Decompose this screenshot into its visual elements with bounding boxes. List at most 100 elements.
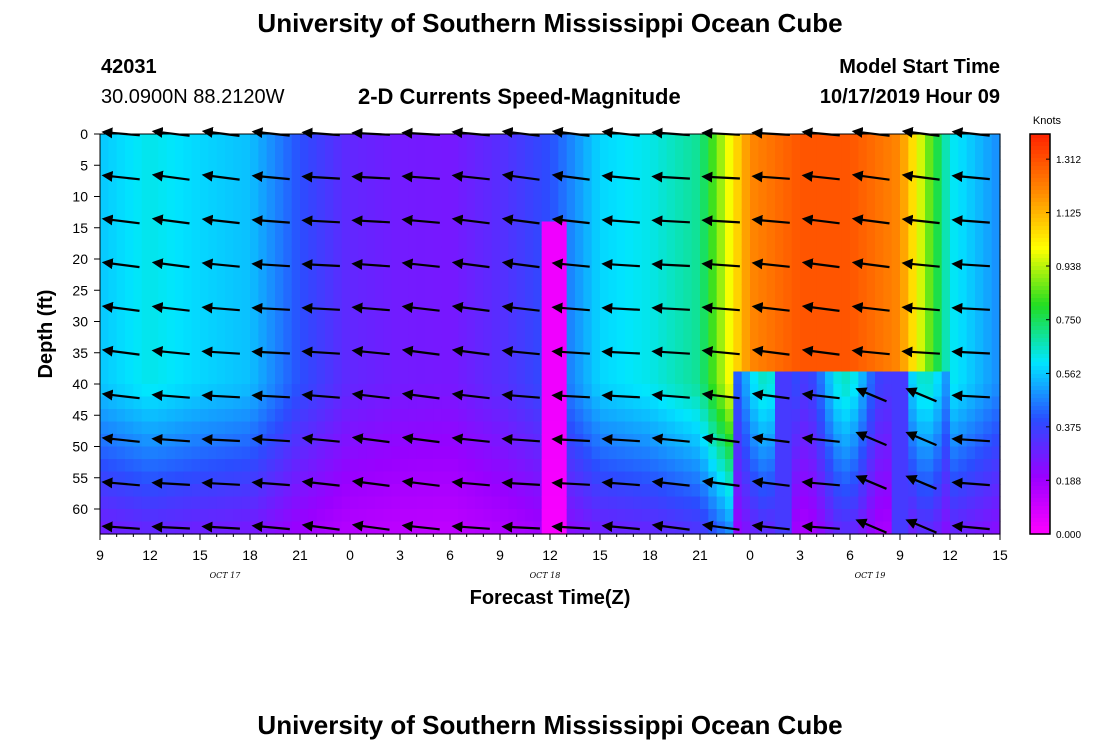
heatmap-cell	[391, 184, 401, 198]
heatmap-cell	[583, 234, 593, 248]
heatmap-cell	[850, 296, 859, 310]
heatmap-cell	[550, 221, 559, 235]
heatmap-cell	[691, 271, 701, 285]
heatmap-cell	[516, 134, 526, 148]
heatmap-cell	[650, 321, 659, 335]
heatmap-cell	[283, 321, 293, 335]
heatmap-cell	[808, 459, 818, 473]
colorbar-segment	[1030, 222, 1050, 227]
heatmap-cell	[966, 334, 976, 348]
heatmap-cell	[391, 321, 401, 335]
heatmap-cell	[150, 271, 159, 285]
heatmap-cell	[925, 246, 934, 260]
heatmap-cell	[391, 296, 401, 310]
heatmap-cell	[441, 134, 451, 148]
heatmap-cell	[933, 434, 943, 448]
heatmap-cell	[816, 246, 826, 260]
heatmap-cell	[833, 196, 843, 210]
heatmap-cell	[408, 434, 418, 448]
heatmap-cell	[725, 471, 734, 485]
x-tick-label: 15	[192, 547, 208, 563]
heatmap-cell	[675, 371, 684, 385]
heatmap-cell	[566, 209, 576, 223]
colorbar-segment	[1030, 430, 1050, 435]
heatmap-cell	[425, 459, 434, 473]
heatmap-cell	[941, 134, 951, 148]
heatmap-cell	[675, 196, 684, 210]
heatmap-cell	[225, 196, 234, 210]
heatmap-cell	[783, 459, 793, 473]
heatmap-cell	[941, 309, 951, 323]
heatmap-cell	[833, 321, 843, 335]
heatmap-cell	[441, 171, 451, 185]
colorbar-segment	[1030, 462, 1050, 467]
heatmap-cell	[800, 221, 809, 235]
current-vector	[701, 258, 740, 270]
colorbar-segment	[1030, 274, 1050, 279]
heatmap-cell	[558, 396, 568, 410]
heatmap-cell	[950, 171, 959, 185]
colorbar-segment	[1030, 482, 1050, 487]
heatmap-cell	[825, 221, 834, 235]
heatmap-cell	[775, 496, 784, 510]
colorbar-segment	[1030, 434, 1050, 439]
heatmap-cell	[341, 359, 351, 373]
heatmap-cell	[241, 246, 251, 260]
heatmap-cell	[700, 221, 709, 235]
heatmap-cell	[991, 459, 1001, 473]
heatmap-cell	[458, 334, 468, 348]
heatmap-cell	[258, 221, 268, 235]
current-vector	[901, 170, 940, 182]
heatmap-cell	[691, 434, 701, 448]
heatmap-cell	[333, 421, 343, 435]
heatmap-cell	[216, 246, 226, 260]
heatmap-cell	[108, 259, 118, 273]
heatmap-cell	[633, 221, 643, 235]
heatmap-cell	[750, 159, 759, 173]
heatmap-cell	[291, 271, 301, 285]
heatmap-cell	[925, 134, 934, 148]
heatmap-cell	[783, 484, 793, 498]
heatmap-cell	[975, 446, 984, 460]
current-vector	[501, 477, 540, 489]
heatmap-cell	[150, 334, 159, 348]
heatmap-cell	[716, 134, 726, 148]
heatmap-cell	[525, 146, 534, 160]
heatmap-cell	[741, 184, 751, 198]
heatmap-cell	[883, 409, 893, 423]
heatmap-cell	[700, 321, 709, 335]
heatmap-cell	[258, 334, 268, 348]
heatmap-cell	[658, 271, 668, 285]
heatmap-cell	[141, 384, 151, 398]
heatmap-cell	[516, 509, 526, 523]
colorbar-segment	[1030, 330, 1050, 335]
heatmap-cell	[350, 184, 359, 198]
heatmap-cell	[966, 309, 976, 323]
station-coordinates: 30.0900N 88.2120W	[101, 86, 285, 108]
heatmap-cell	[758, 434, 768, 448]
heatmap-cell	[450, 284, 459, 298]
heatmap-cell	[525, 209, 534, 223]
heatmap-cell	[975, 209, 984, 223]
heatmap-cell	[366, 184, 376, 198]
heatmap-cell	[891, 459, 901, 473]
heatmap-cell	[391, 346, 401, 360]
heatmap-cell	[258, 171, 268, 185]
heatmap-cell	[141, 134, 151, 148]
heatmap-cell	[933, 309, 943, 323]
heatmap-cell	[800, 371, 809, 385]
colorbar-segment	[1030, 294, 1050, 299]
heatmap-cell	[300, 234, 309, 248]
heatmap-cell	[808, 221, 818, 235]
heatmap-cell	[550, 334, 559, 348]
heatmap-cell	[466, 271, 476, 285]
heatmap-cell	[383, 384, 393, 398]
heatmap-cell	[750, 146, 759, 160]
heatmap-cell	[508, 346, 518, 360]
heatmap-cell	[408, 221, 418, 235]
heatmap-cell	[741, 496, 751, 510]
heatmap-cell	[666, 296, 676, 310]
heatmap-cell	[133, 184, 143, 198]
heatmap-cell	[991, 409, 1001, 423]
heatmap-cell	[533, 334, 543, 348]
